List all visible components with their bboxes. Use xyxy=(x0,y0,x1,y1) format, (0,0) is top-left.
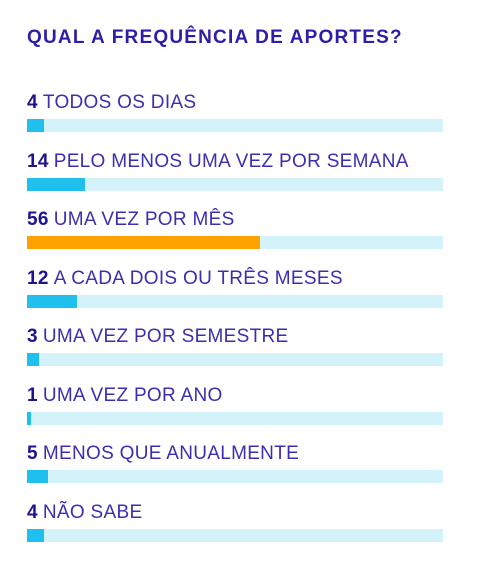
bar xyxy=(27,411,32,425)
bar-label: 56 UMA VEZ POR MÊS xyxy=(27,209,235,231)
bar-row: 4 NÃO SABE xyxy=(27,502,443,561)
bar xyxy=(27,353,40,366)
bar-label: 4 NÃO SABE xyxy=(27,502,142,524)
bar-row: 3 UMA VEZ POR SEMESTRE xyxy=(27,326,443,385)
bar-value-label: 56 xyxy=(27,209,49,230)
bar-row: 56 UMA VEZ POR MÊS xyxy=(27,209,443,268)
bar-label: 4 TODOS OS DIAS xyxy=(27,92,196,114)
bar-track xyxy=(27,528,443,542)
bar-row: 14 PELO MENOS UMA VEZ POR SEMANA xyxy=(27,151,443,210)
bar xyxy=(27,528,44,542)
bar-category-label: TODOS OS DIAS xyxy=(42,92,197,113)
bar-label: 14 PELO MENOS UMA VEZ POR SEMANA xyxy=(27,151,409,173)
bar xyxy=(27,470,48,483)
bar-track xyxy=(27,119,443,132)
bar-track xyxy=(27,353,443,366)
bar-row: 1 UMA VEZ POR ANO xyxy=(27,385,443,444)
bar-list: 4 TODOS OS DIAS 14 PELO MENOS UMA VEZ POR S… xyxy=(27,92,443,560)
bar-value-label: 5 xyxy=(27,443,38,464)
bar-track xyxy=(27,411,443,425)
bar-track xyxy=(27,470,443,483)
bar-value-label: 4 xyxy=(27,92,38,113)
bar xyxy=(27,119,44,132)
bar-label: 1 UMA VEZ POR ANO xyxy=(27,385,223,407)
bar-track xyxy=(27,177,443,191)
bar-value-label: 12 xyxy=(27,267,49,289)
bar-category-label: A CADA DOIS OU TRÊS MESES xyxy=(53,267,343,289)
bar-value-label: 4 xyxy=(27,501,38,523)
chart-title: QUAL A FREQUÊNCIA DE APORTES? xyxy=(27,27,403,48)
bar-value-label: 14 xyxy=(27,150,49,172)
bar-category-label: UMA VEZ POR SEMESTRE xyxy=(42,326,289,347)
bar-category-label: PELO MENOS UMA VEZ POR SEMANA xyxy=(53,150,409,172)
bar-row: 4 TODOS OS DIAS xyxy=(27,92,443,151)
bar xyxy=(27,177,86,191)
bar-value-label: 3 xyxy=(27,326,38,347)
bar-category-label: UMA VEZ POR ANO xyxy=(42,384,223,406)
bar-label: 5 MENOS QUE ANUALMENTE xyxy=(27,443,299,465)
bar xyxy=(27,294,77,308)
bar-category-label: MENOS QUE ANUALMENTE xyxy=(42,443,300,464)
bar xyxy=(27,236,260,249)
bar-label: 12 A CADA DOIS OU TRÊS MESES xyxy=(27,268,343,290)
bar-track xyxy=(27,294,443,308)
bar-category-label: NÃO SABE xyxy=(42,501,143,523)
bar-row: 12 A CADA DOIS OU TRÊS MESES xyxy=(27,268,443,327)
bar-value-label: 1 xyxy=(27,384,38,406)
bar-row: 5 MENOS QUE ANUALMENTE xyxy=(27,443,443,502)
bar-category-label: UMA VEZ POR MÊS xyxy=(53,209,235,230)
bar-label: 3 UMA VEZ POR SEMESTRE xyxy=(27,326,289,348)
bar-track xyxy=(27,236,443,249)
